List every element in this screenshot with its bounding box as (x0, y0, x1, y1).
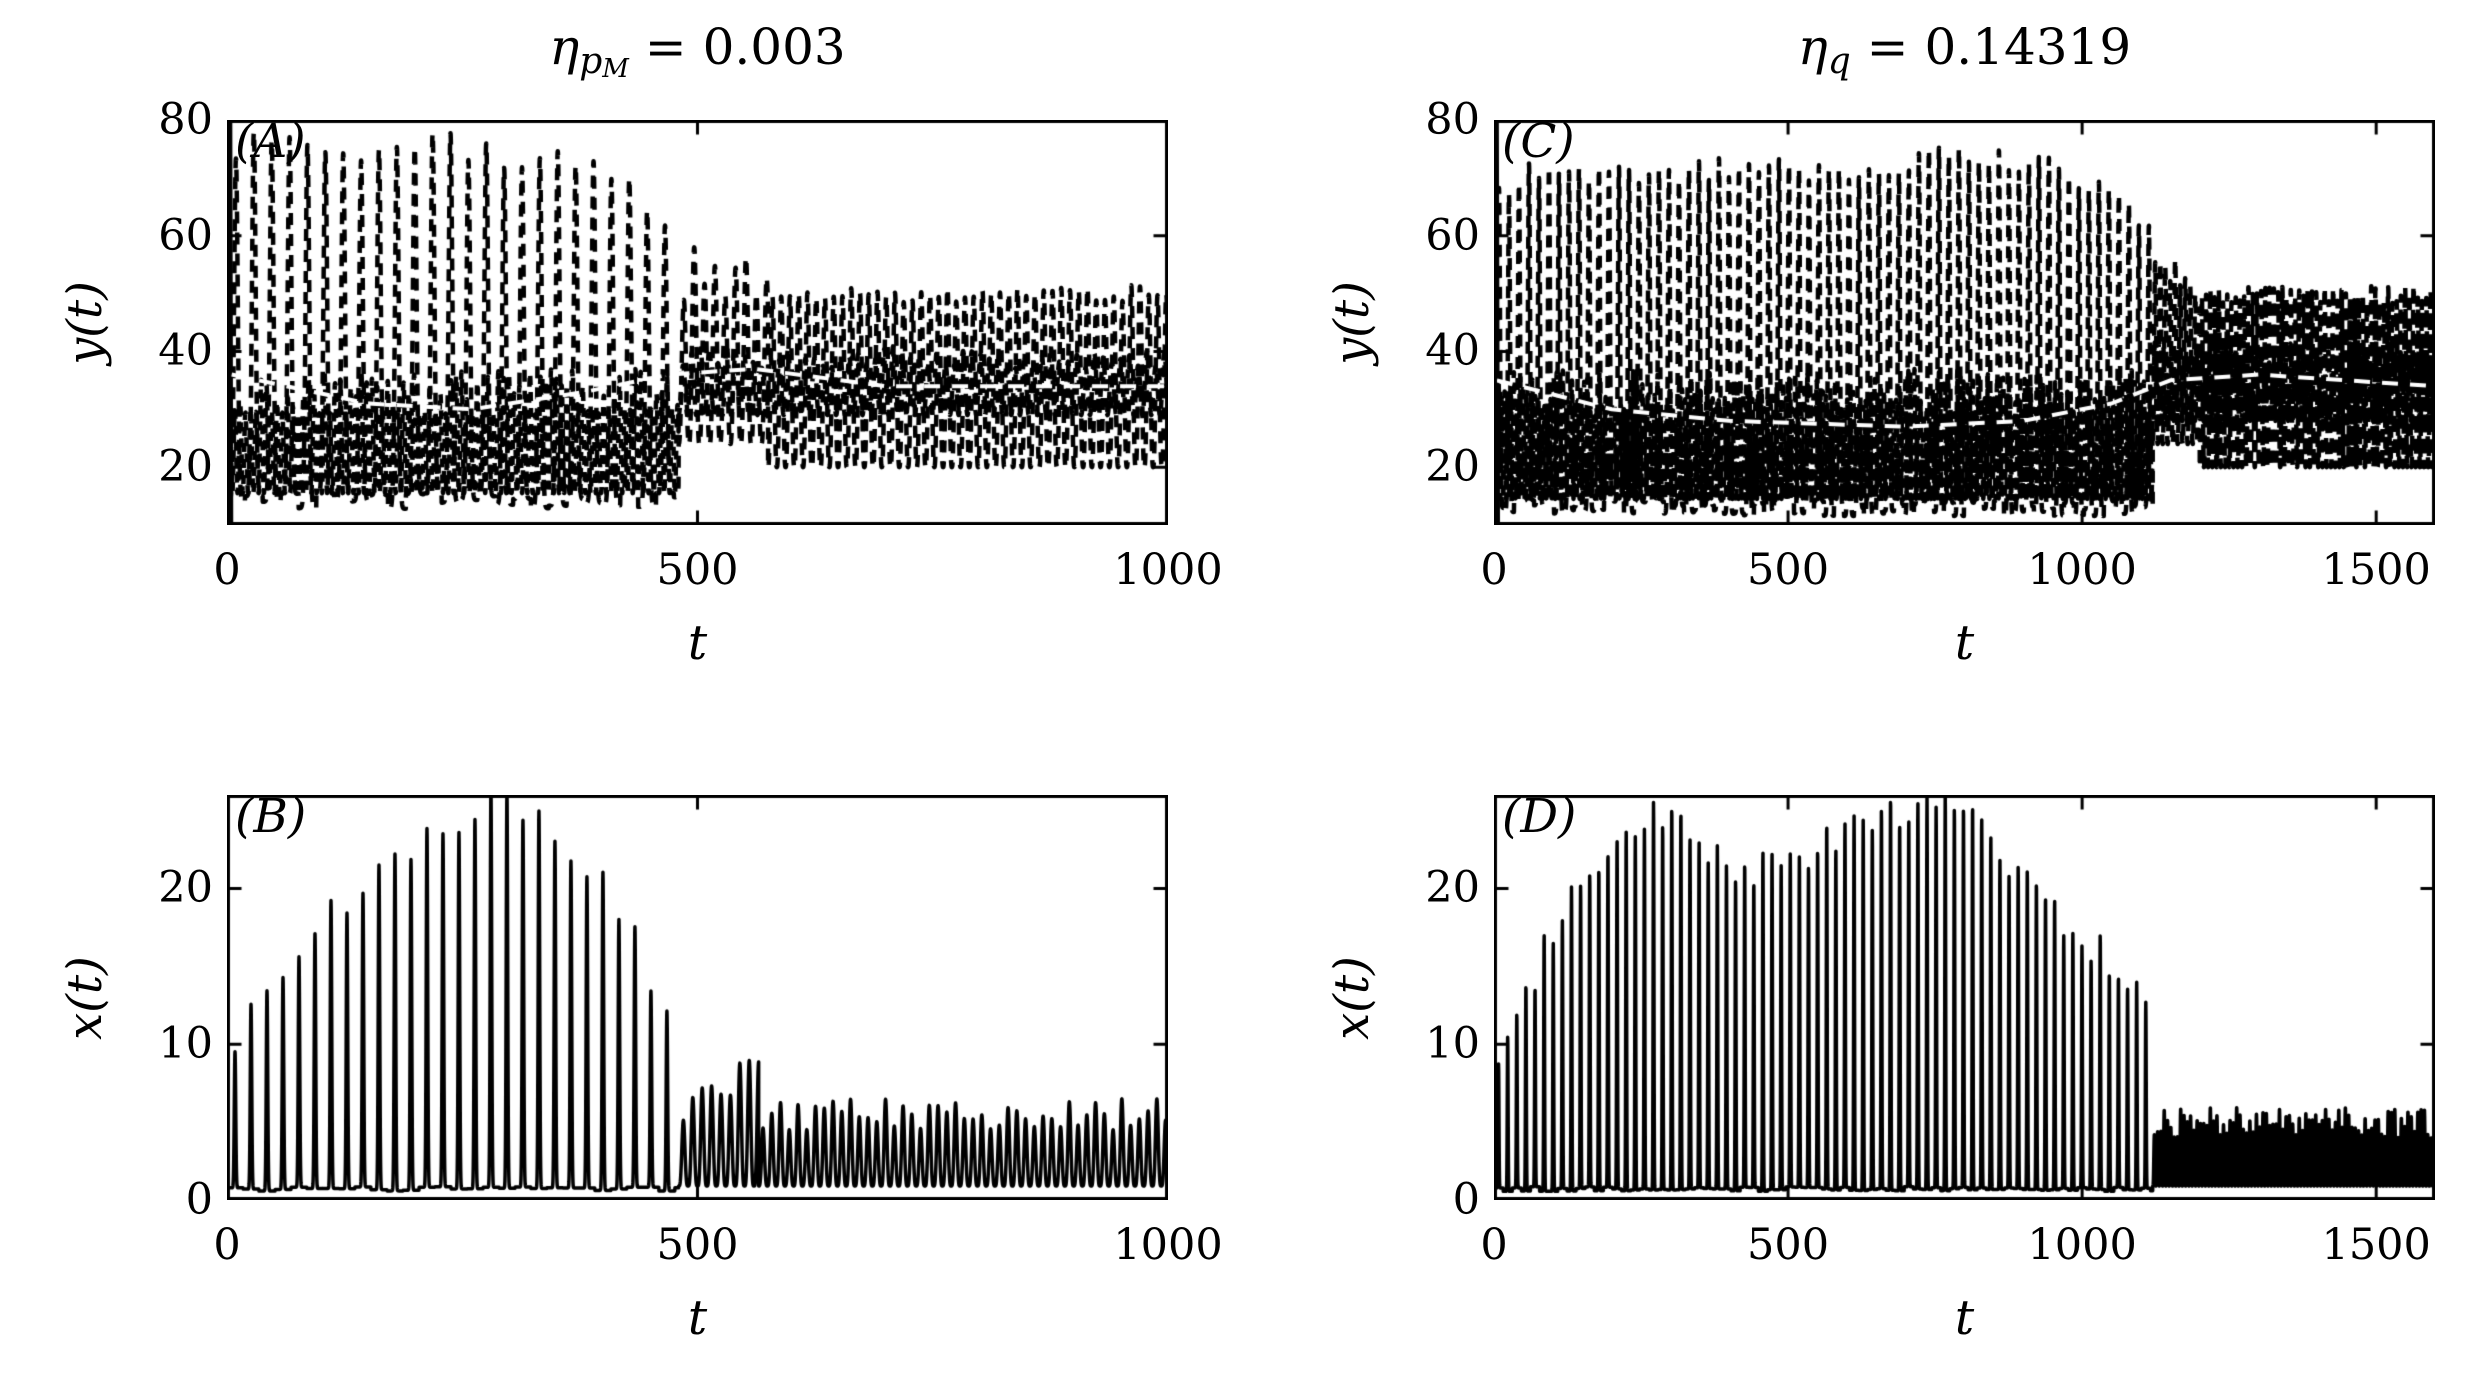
y-tick-label: 0 (1452, 1174, 1480, 1225)
x-tick-label: 500 (1747, 545, 1830, 595)
x-axis-tick-labels: 0 500 1000 (213, 1200, 1222, 1270)
panel-title-A: ηpM = 0.003 (227, 20, 1168, 120)
y-axis-label-column: x(t) (47, 795, 122, 1200)
x-tick-label: 500 (656, 1220, 739, 1270)
y-tick-label: 60 (158, 210, 213, 261)
x-tick-label: 1000 (2027, 545, 2137, 595)
y-tick-label: 20 (1425, 862, 1480, 913)
x-tick-label: 0 (1480, 1220, 1508, 1270)
plot-canvas-B (227, 795, 1168, 1200)
y-axis-label: y(t) (1323, 280, 1380, 365)
y-axis-label: y(t) (56, 280, 113, 365)
x-tick-label: 1500 (2321, 545, 2431, 595)
y-axis-label-column: x(t) (1314, 795, 1389, 1200)
title-eta-symbol: η (549, 18, 580, 76)
plot-canvas-C (1494, 120, 2435, 525)
plot-row: x(t) 0 10 20 (D) (1314, 789, 2484, 1221)
title-subscript: q (1827, 41, 1851, 82)
panel-letter-C: (C) (1502, 114, 1575, 169)
x-tick-label: 500 (1747, 1220, 1830, 1270)
x-axis-label-row: t (227, 1270, 1168, 1354)
plot-row: y(t) 20 40 60 80 (C) (1314, 98, 2484, 525)
y-tick-label: 80 (1425, 94, 1480, 145)
title-value: = 0.003 (628, 18, 846, 76)
y-tick-label: 40 (1425, 325, 1480, 376)
y-tick-label: 20 (158, 862, 213, 913)
panel-letter-B: (B) (235, 789, 307, 844)
x-tick-label: 0 (213, 545, 241, 595)
panel-A: ηpM = 0.003 y(t) 20 40 60 80 (A) 0 500 1000 t (0, 0, 1242, 695)
x-axis-label: t (687, 615, 708, 671)
x-tick-label: 0 (213, 1220, 241, 1270)
x-axis-label-row: t (1494, 1270, 2435, 1354)
panel-D: x(t) 0 10 20 (D) 0 500 1000 1500 t (1242, 695, 2484, 1390)
x-axis-label: t (1954, 615, 1975, 671)
y-tick-label: 60 (1425, 210, 1480, 261)
y-tick-label: 20 (158, 441, 213, 492)
x-tick-label: 0 (1480, 545, 1508, 595)
x-tick-label: 1000 (2027, 1220, 2137, 1270)
x-tick-label: 1000 (1113, 545, 1223, 595)
plot-row: x(t) 0 10 20 (B) (47, 789, 1242, 1221)
x-axis-label-row: t (227, 595, 1168, 679)
plot-canvas-A (227, 120, 1168, 525)
title-value: = 0.14319 (1850, 18, 2132, 76)
plot-area-C: (C) (1494, 114, 2435, 525)
y-tick-label: 20 (1425, 441, 1480, 492)
y-axis-tick-labels: 0 10 20 (122, 795, 227, 1221)
plot-area-B: (B) (227, 789, 1168, 1200)
panel-title-C: ηq = 0.14319 (1494, 20, 2435, 120)
y-tick-label: 40 (158, 325, 213, 376)
x-axis-label: t (1954, 1290, 1975, 1346)
y-axis-label-column: y(t) (1314, 120, 1389, 525)
panel-letter-D: (D) (1502, 789, 1577, 844)
y-axis-tick-labels: 20 40 60 80 (122, 98, 227, 525)
x-axis-tick-labels: 0 500 1000 1500 (1480, 525, 2435, 595)
x-tick-label: 500 (656, 545, 739, 595)
x-tick-label: 1000 (1113, 1220, 1223, 1270)
x-axis-tick-labels: 0 500 1000 1500 (1480, 1200, 2435, 1270)
y-tick-label: 10 (158, 1018, 213, 1069)
plot-row: y(t) 20 40 60 80 (A) (47, 98, 1242, 525)
y-axis-label: x(t) (1323, 955, 1380, 1040)
x-tick-label: 1500 (2321, 1220, 2431, 1270)
panel-B: x(t) 0 10 20 (B) 0 500 1000 t (0, 695, 1242, 1390)
x-axis-label: t (687, 1290, 708, 1346)
y-tick-label: 0 (185, 1174, 213, 1225)
title-eta-symbol: η (1797, 18, 1828, 76)
plot-area-D: (D) (1494, 789, 2435, 1200)
y-axis-tick-labels: 20 40 60 80 (1389, 98, 1494, 525)
plot-area-A: (A) (227, 114, 1168, 525)
plot-canvas-D (1494, 795, 2435, 1200)
y-axis-label: x(t) (56, 955, 113, 1040)
panel-letter-A: (A) (235, 114, 306, 169)
y-axis-tick-labels: 0 10 20 (1389, 795, 1494, 1221)
y-tick-label: 10 (1425, 1018, 1480, 1069)
panel-C: ηq = 0.14319 y(t) 20 40 60 80 (C) 0 500 1000 1… (1242, 0, 2484, 695)
x-axis-tick-labels: 0 500 1000 (213, 525, 1222, 595)
y-tick-label: 80 (158, 94, 213, 145)
x-axis-label-row: t (1494, 595, 2435, 679)
title-subsubscript: M (602, 54, 629, 84)
title-subscript: p (579, 41, 603, 82)
y-axis-label-column: y(t) (47, 120, 122, 525)
